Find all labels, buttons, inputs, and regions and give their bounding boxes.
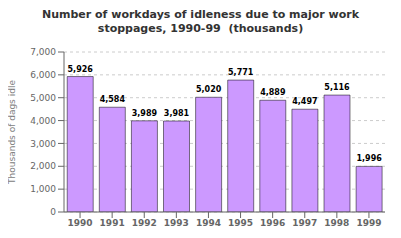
svg-text:1992: 1992 bbox=[132, 218, 157, 228]
svg-text:Thousands of dags idle: Thousands of dags idle bbox=[8, 80, 17, 185]
svg-text:4,000: 4,000 bbox=[30, 116, 56, 126]
svg-text:1997: 1997 bbox=[292, 218, 317, 228]
svg-text:1999: 1999 bbox=[356, 218, 381, 228]
svg-text:5,771: 5,771 bbox=[228, 68, 254, 77]
svg-text:5,926: 5,926 bbox=[68, 65, 94, 74]
svg-text:1,996: 1,996 bbox=[356, 154, 382, 163]
svg-text:4,497: 4,497 bbox=[292, 97, 317, 106]
svg-text:3,000: 3,000 bbox=[30, 139, 56, 149]
html-text:Number of workdays of idleness: Number of workdays of idleness due to ma… bbox=[42, 8, 359, 21]
svg-text:7,000: 7,000 bbox=[30, 47, 56, 57]
svg-text:3,981: 3,981 bbox=[164, 109, 190, 118]
svg-text:1,000: 1,000 bbox=[30, 184, 56, 194]
svg-text:4,584: 4,584 bbox=[100, 95, 126, 104]
svg-text:3,989: 3,989 bbox=[132, 109, 158, 118]
svg-text:5,020: 5,020 bbox=[196, 85, 222, 94]
svg-text:6,000: 6,000 bbox=[30, 70, 56, 80]
svg-text:1990: 1990 bbox=[68, 218, 93, 228]
svg-text:1998: 1998 bbox=[324, 218, 349, 228]
svg-text:1991: 1991 bbox=[100, 218, 125, 228]
svg-text:0: 0 bbox=[50, 207, 56, 217]
svg-text:1996: 1996 bbox=[260, 218, 285, 228]
svg-text:2,000: 2,000 bbox=[30, 161, 56, 171]
svg-text:5,000: 5,000 bbox=[30, 93, 56, 103]
svg-text:1995: 1995 bbox=[228, 218, 253, 228]
html-text:stoppages, 1990-99 (thousands): stoppages, 1990-99 (thousands) bbox=[97, 22, 304, 35]
svg-text:4,889: 4,889 bbox=[260, 88, 286, 97]
svg-text:1994: 1994 bbox=[196, 218, 221, 228]
svg-text:5,116: 5,116 bbox=[324, 83, 350, 92]
svg-text:1993: 1993 bbox=[164, 218, 189, 228]
